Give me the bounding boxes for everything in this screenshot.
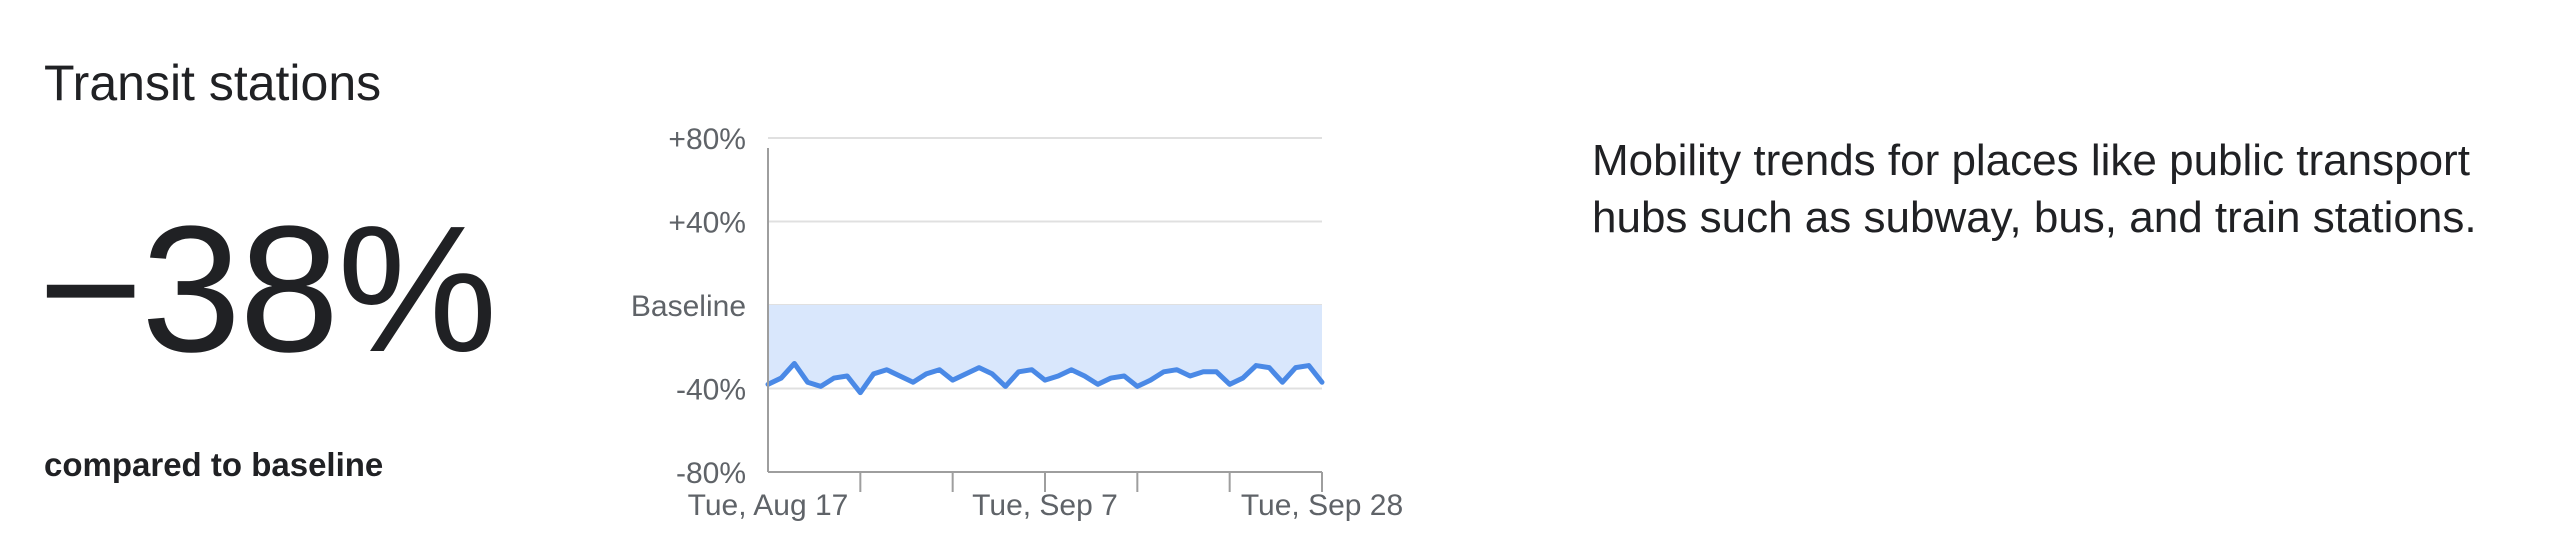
comparison-caption: compared to baseline (44, 448, 383, 481)
y-tick-label: +80% (668, 123, 746, 156)
y-tick-label: -40% (676, 374, 746, 407)
x-tick-label: Tue, Sep 28 (1241, 489, 1403, 522)
chart-svg: +80% +40% Baseline -40% -80%Tue, Aug 17 Tue, … (580, 100, 1440, 540)
percent-change-value: −38% (38, 200, 495, 380)
x-tick-label: Tue, Aug 17 (688, 489, 849, 522)
card-title: Transit stations (44, 58, 381, 108)
description-text: Mobility trends for places like public t… (1592, 132, 2512, 246)
mobility-chart: +80% +40% Baseline -40% -80% Tue, Aug 17 Tue, … (580, 100, 1440, 540)
y-tick-label: +40% (668, 207, 746, 240)
x-tick-label: Tue, Sep 7 (972, 489, 1118, 522)
y-tick-label: -80% (676, 457, 746, 490)
y-tick-label: Baseline (631, 290, 746, 323)
